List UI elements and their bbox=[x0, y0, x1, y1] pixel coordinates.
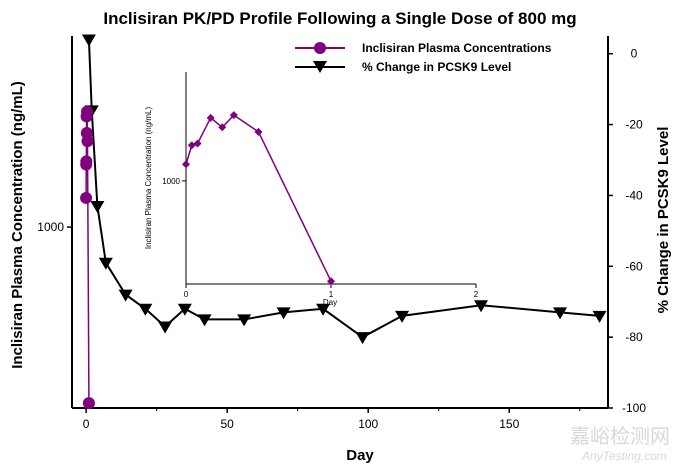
inset-y-axis-label: Inclisiran Plasma Concentration (ng/mL) bbox=[144, 107, 153, 250]
pcsk9-point bbox=[474, 300, 489, 313]
inset-plasma-point bbox=[206, 113, 215, 122]
y2-tick-label: -100 bbox=[622, 401, 646, 415]
legend: Inclisiran Plasma Concentrations % Chang… bbox=[295, 41, 552, 74]
plasma-point bbox=[81, 135, 94, 148]
inset-plasma-point bbox=[229, 111, 238, 120]
pcsk9-point bbox=[592, 310, 607, 323]
legend-label-pcsk9: % Change in PCSK9 Level bbox=[362, 60, 511, 74]
inset-plasma-point bbox=[218, 123, 227, 132]
y2-tick-label: -40 bbox=[625, 188, 643, 202]
pcsk9-point bbox=[316, 303, 331, 316]
inset-x-tick-label: 1 bbox=[329, 290, 334, 299]
watermark: 嘉峪检测网 AnyTesting.com bbox=[570, 424, 670, 463]
inset-plasma-point bbox=[187, 141, 196, 150]
pcsk9-point bbox=[90, 201, 105, 214]
plasma-point bbox=[81, 105, 94, 118]
legend-label-plasma: Inclisiran Plasma Concentrations bbox=[362, 41, 552, 55]
inset-plasma-point bbox=[182, 160, 190, 169]
x-tick-label: 50 bbox=[220, 417, 234, 431]
inset-plasma-point bbox=[193, 139, 202, 148]
x-tick-label: 0 bbox=[83, 417, 90, 431]
y2-tick-label: -80 bbox=[625, 330, 643, 344]
x-axis-label: Day bbox=[346, 447, 374, 464]
inset-x-axis-label: Day bbox=[323, 298, 337, 307]
y2-tick-label: -60 bbox=[625, 259, 643, 273]
inset-plasma-point bbox=[327, 277, 335, 286]
inset-plasma-point bbox=[254, 127, 263, 136]
x-tick-label: 150 bbox=[499, 417, 519, 431]
pcsk9-point bbox=[197, 314, 212, 327]
plasma-point bbox=[80, 191, 93, 204]
legend-marker-pcsk9 bbox=[313, 61, 327, 73]
plasma-point bbox=[80, 155, 93, 168]
pcsk9-point bbox=[355, 332, 370, 345]
pcsk9-point bbox=[158, 321, 173, 334]
y-axis-label: Inclisiran Plasma Concentration (ng/mL) bbox=[9, 81, 26, 369]
pcsk9-point bbox=[553, 307, 568, 320]
watermark-cn-text: 嘉峪检测网 bbox=[570, 424, 670, 448]
pcsk9-point bbox=[81, 34, 96, 47]
inset-x-tick-label: 2 bbox=[474, 290, 479, 299]
inset-plasma-line bbox=[185, 114, 332, 282]
inset-series-layer bbox=[182, 111, 335, 286]
pcsk9-point bbox=[237, 314, 252, 327]
x-tick-label: 100 bbox=[358, 417, 378, 431]
y2-axis-label: % Change in PCSK9 Level bbox=[655, 127, 672, 314]
pcsk9-point bbox=[138, 303, 153, 316]
plasma-line bbox=[85, 111, 90, 404]
chart-title: Inclisiran PK/PD Profile Following a Sin… bbox=[103, 9, 576, 28]
pcsk9-point bbox=[118, 289, 133, 302]
inset-chart: 0 1 2 1000 Day Inclisiran Plasma Concentrat… bbox=[144, 72, 479, 307]
pcsk9-point bbox=[98, 257, 113, 270]
inset-x-tick-label: 0 bbox=[184, 290, 189, 299]
y-tick-label: 1000 bbox=[37, 220, 64, 234]
pcsk9-point bbox=[395, 310, 410, 323]
legend-marker-plasma bbox=[314, 42, 326, 54]
y2-tick-label: -20 bbox=[625, 118, 643, 132]
watermark-en-text: AnyTesting.com bbox=[581, 449, 667, 463]
plasma-point bbox=[82, 397, 95, 410]
main-plot-area: 0 50 100 150 1000 0 -20 -40 -60 -80 -100 bbox=[37, 36, 646, 431]
inset-y-tick-label: 1000 bbox=[162, 177, 180, 186]
pcsk9-line bbox=[87, 39, 600, 339]
pcsk9-point bbox=[177, 303, 192, 316]
inset-plot-area: 0 1 2 1000 bbox=[162, 72, 479, 299]
pcsk9-point bbox=[276, 307, 291, 320]
y2-tick-label: 0 bbox=[631, 47, 638, 61]
main-series-layer bbox=[80, 34, 607, 410]
